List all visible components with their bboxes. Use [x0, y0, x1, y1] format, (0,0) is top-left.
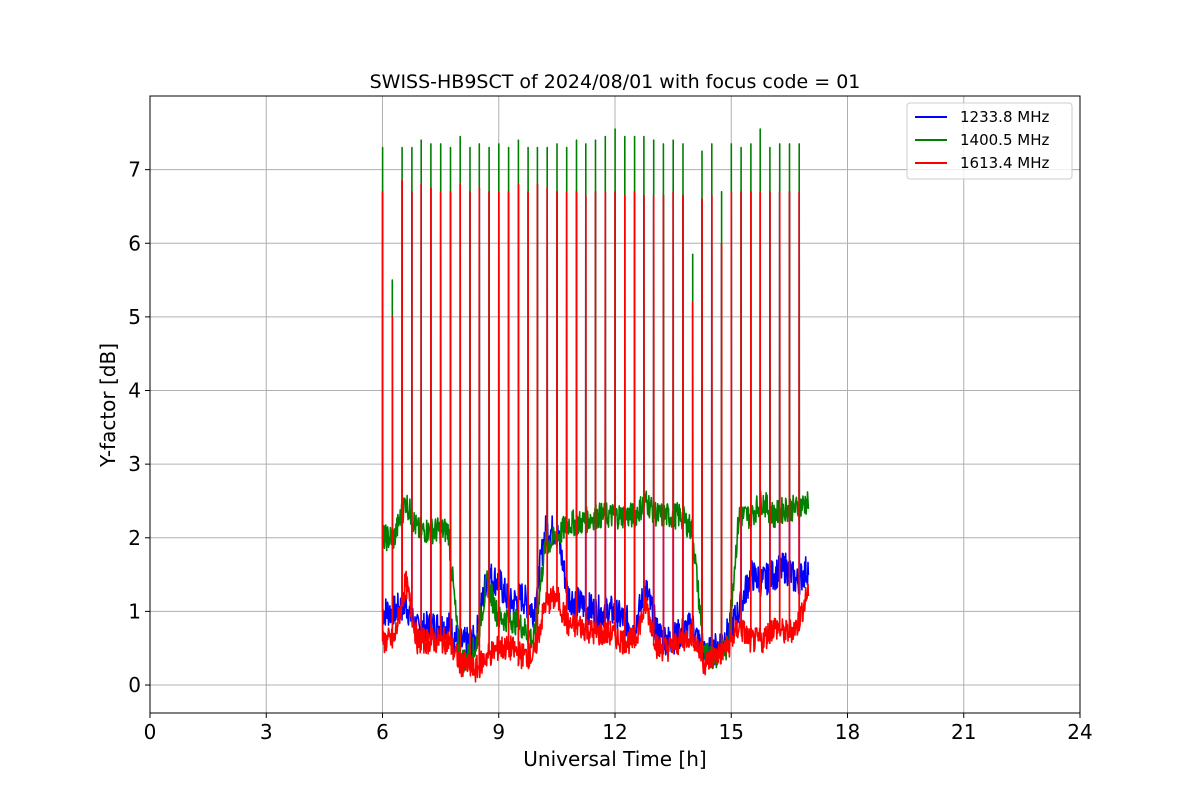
- x-tick-label: 3: [260, 720, 273, 744]
- legend-label: 1233.8 MHz: [960, 108, 1049, 126]
- legend-box: [906, 102, 1073, 180]
- y-tick-label: 2: [128, 526, 141, 550]
- legend-label: 1400.5 MHz: [960, 131, 1049, 149]
- x-tick-label: 15: [719, 720, 744, 744]
- x-tick-label: 18: [835, 720, 860, 744]
- y-tick-label: 0: [128, 673, 141, 697]
- legend: 1233.8 MHz 1400.5 MHz 1613.4 MHz: [906, 102, 1073, 180]
- y-tick-label: 7: [128, 158, 141, 182]
- x-tick-label: 0: [144, 720, 157, 744]
- y-axis-label: Y-factor [dB]: [96, 343, 120, 468]
- y-tick-label: 6: [128, 231, 141, 255]
- x-tick-label: 24: [1067, 720, 1092, 744]
- x-tick-label: 9: [492, 720, 505, 744]
- y-tick-label: 5: [128, 305, 141, 329]
- y-tick-label: 1: [128, 599, 141, 623]
- y-tick-label: 3: [128, 452, 141, 476]
- x-tick-label: 6: [376, 720, 389, 744]
- chart-title: SWISS-HB9SCT of 2024/08/01 with focus co…: [370, 71, 861, 93]
- x-axis-label: Universal Time [h]: [523, 747, 706, 771]
- series-layer: [381, 128, 810, 683]
- x-tick-label: 12: [602, 720, 627, 744]
- legend-label: 1613.4 MHz: [960, 154, 1049, 172]
- x-tick-label: 21: [951, 720, 976, 744]
- series-line-3: [381, 179, 810, 683]
- y-tick-label: 4: [128, 379, 141, 403]
